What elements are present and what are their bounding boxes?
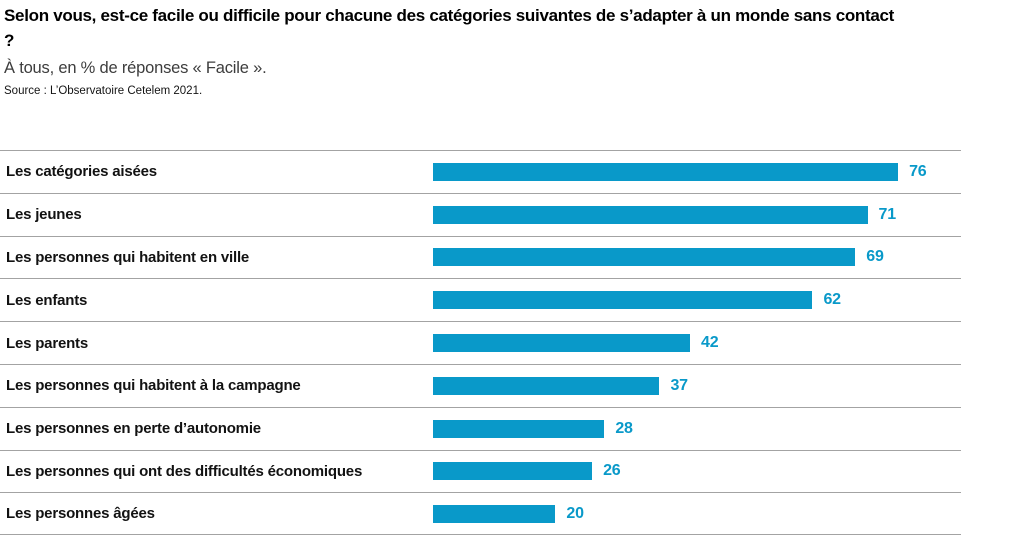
value-label: 62	[823, 291, 841, 309]
value-bar	[433, 162, 899, 181]
chart-row: Les personnes âgées 20	[0, 492, 961, 536]
chart-subtitle: À tous, en % de réponses « Facile ».	[4, 59, 267, 77]
chart-row: Les personnes en perte d’autonomie 28	[0, 406, 961, 450]
category-label: Les catégories aisées	[6, 163, 157, 181]
bar-track: 71	[433, 194, 961, 236]
chart-row: Les enfants 62	[0, 278, 961, 321]
value-bar	[433, 334, 691, 353]
chart-row: Les personnes qui habitent à la campagne…	[0, 363, 961, 407]
bar-track: 62	[433, 279, 961, 321]
category-label: Les personnes âgées	[6, 505, 155, 523]
value-bar	[433, 205, 868, 224]
chart-row: Les personnes qui ont des difficultés éc…	[0, 449, 961, 493]
category-label: Les enfants	[6, 291, 88, 309]
value-bar	[433, 248, 856, 267]
value-label: 26	[603, 462, 621, 480]
bar-track: 69	[433, 237, 961, 279]
value-bar	[433, 419, 605, 438]
value-bar	[433, 291, 813, 310]
value-label: 28	[615, 419, 633, 437]
value-bar	[433, 504, 556, 523]
bar-chart: Les catégories aisées 76 Les jeunes 71 L…	[0, 150, 961, 536]
chart-header: Selon vous, est-ce facile ou difficile p…	[0, 0, 1020, 97]
bar-track: 20	[433, 493, 961, 534]
value-bar	[433, 376, 660, 395]
value-label: 37	[670, 376, 688, 394]
chart-source: Source : L’Observatoire Cetelem 2021.	[4, 85, 203, 97]
value-label: 42	[701, 334, 719, 352]
chart-row: Les personnes qui habitent en ville 69	[0, 235, 961, 279]
chart-row: Les jeunes 71	[0, 192, 961, 236]
chart-title: Selon vous, est-ce facile ou difficile p…	[4, 6, 895, 50]
bar-track: 28	[433, 408, 961, 450]
bar-track: 37	[433, 365, 961, 407]
value-label: 71	[878, 205, 897, 223]
bar-track: 76	[433, 151, 961, 193]
category-label: Les personnes qui habitent en ville	[6, 248, 250, 266]
bar-track: 42	[433, 322, 961, 364]
category-label: Les personnes qui ont des difficultés éc…	[6, 462, 363, 480]
value-label: 20	[566, 504, 584, 522]
category-label: Les jeunes	[6, 206, 82, 224]
category-label: Les personnes en perte d’autonomie	[6, 420, 261, 438]
value-label: 76	[909, 162, 927, 180]
chart-row: Les catégories aisées 76	[0, 150, 961, 193]
category-label: Les parents	[6, 334, 88, 352]
category-label: Les personnes qui habitent à la campagne	[6, 377, 301, 395]
bar-track: 26	[433, 451, 961, 493]
value-label: 69	[866, 248, 884, 266]
chart-row: Les parents 42	[0, 321, 961, 364]
value-bar	[433, 462, 593, 481]
